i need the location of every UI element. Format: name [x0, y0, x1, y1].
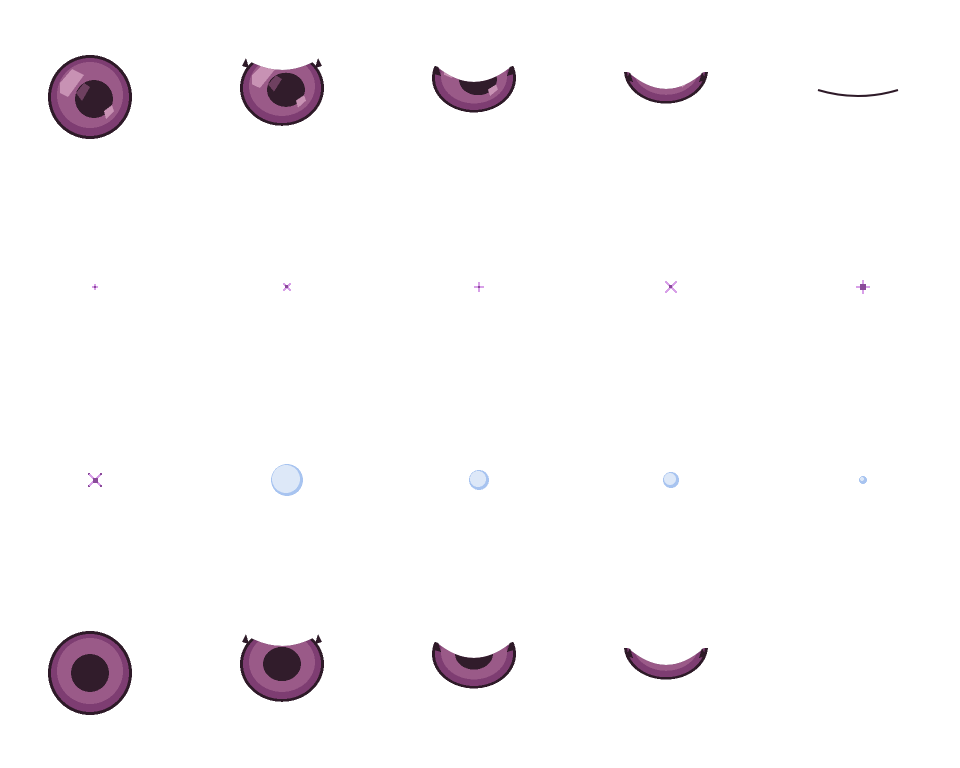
eye-blink-2-icon — [432, 66, 516, 113]
sparkle-plus-icon — [474, 282, 484, 292]
eye-open-highlight-icon — [48, 55, 132, 139]
sparkle-plus-small-icon — [92, 284, 98, 290]
bubble-small-icon — [663, 472, 679, 488]
eye-blink-plain-1-icon — [240, 634, 324, 702]
eye-blink-3-icon — [624, 72, 708, 104]
eye-blink-1-icon — [240, 58, 324, 126]
sparkle-x-icon — [665, 281, 677, 293]
eye-closed-line-icon — [817, 89, 899, 97]
sparkle-x-small-icon — [283, 283, 291, 291]
sparkle-x-dark-icon — [88, 473, 102, 487]
sparkle-star-icon — [856, 280, 870, 294]
eye-open-plain-icon — [48, 631, 132, 715]
eye-blink-plain-2-icon — [432, 642, 516, 689]
bubble-tiny-icon — [859, 476, 867, 484]
bubble-large-icon — [271, 464, 303, 496]
bubble-medium-icon — [469, 470, 489, 490]
eye-blink-plain-3-icon — [624, 648, 708, 680]
